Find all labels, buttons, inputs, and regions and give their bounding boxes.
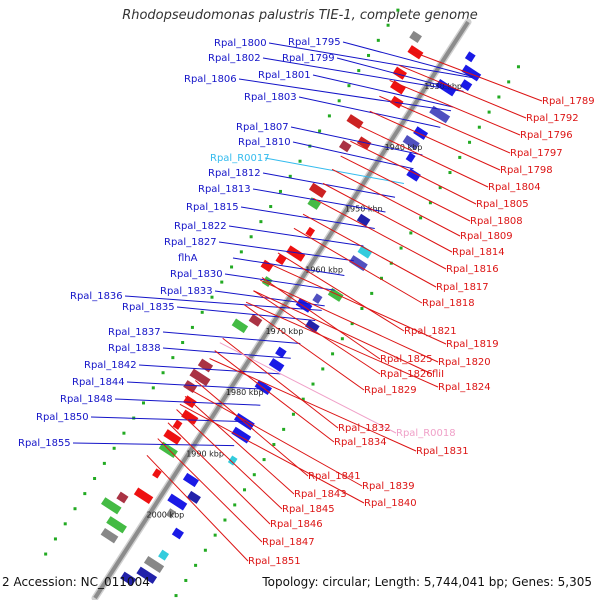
gene-label-left[interactable]: Rpal_1837 [108,327,161,338]
kbp-tick-label: 1990 kbp [186,449,224,458]
gene-label-left[interactable]: flhA [178,253,198,264]
gene-label-left[interactable]: Rpal_1842 [84,360,137,371]
kbp-tick-label: 1960 kbp [305,266,343,275]
gene-label-right[interactable]: Rpal_1839 [362,481,415,492]
gene-label-left[interactable]: Rpal_1850 [36,412,89,423]
gene-label-left[interactable]: Rpal_1795 [288,37,341,48]
gene-label-right[interactable]: Rpal_1851 [248,556,301,567]
gene-label-right[interactable]: Rpal_1814 [452,247,505,258]
gene-label-right[interactable]: Rpal_1825 [380,354,433,365]
kbp-tick-label: 1980 kbp [226,388,264,397]
gene-label-left[interactable]: Rpal_1801 [258,70,311,81]
gene-label-left[interactable]: Rpal_1822 [174,221,227,232]
gene-label-left[interactable]: Rpal_1815 [186,202,239,213]
gene-label-right[interactable]: Rpal_1819 [446,339,499,350]
gene-label-left[interactable]: Rpal_1830 [170,269,223,280]
gene-label-right[interactable]: Rpal_1846 [270,519,323,530]
gene-label-left[interactable]: Rpal_1812 [208,168,261,179]
gene-label-left[interactable]: Rpal_R0017 [210,153,270,164]
genome-title: Rhodopseudomonas palustris TIE-1, comple… [122,8,478,23]
gene-label-right[interactable]: Rpal_1834 [334,437,387,448]
kbp-tick-label: 1950 kbp [345,204,383,213]
gene-label-right[interactable]: Rpal_1821 [404,326,457,337]
gene-label-right[interactable]: Rpal_1832 [338,423,391,434]
gene-label-right[interactable]: Rpal_1798 [500,165,553,176]
gene-label-right[interactable]: Rpal_1840 [364,498,417,509]
gene-label-left[interactable]: Rpal_1802 [208,53,261,64]
gene-label-right[interactable]: Rpal_1797 [510,148,563,159]
label-leaders [72,41,543,562]
gene-label-right[interactable]: Rpal_1789 [542,96,595,107]
gene-label-left[interactable]: Rpal_1800 [214,38,267,49]
gene-label-left[interactable]: Rpal_1835 [122,302,175,313]
gene-label-left[interactable]: Rpal_1810 [238,137,291,148]
gene-label-right[interactable]: Rpal_1817 [436,282,489,293]
kbp-tick-label: 1940 kbp [385,143,423,152]
gene-label-right[interactable]: Rpal_1818 [422,298,475,309]
gene-label-right[interactable]: Rpal_1829 [364,385,417,396]
genome-backbone [91,18,472,600]
gene-label-left[interactable]: Rpal_1799 [282,53,335,64]
gene-label-left[interactable]: Rpal_1827 [164,237,217,248]
gene-label-right[interactable]: Rpal_1809 [460,231,513,242]
gene-label-left[interactable]: Rpal_1855 [18,438,71,449]
gene-label-left[interactable]: Rpal_1844 [72,377,125,388]
gene-label-right[interactable]: Rpal_1831 [416,446,469,457]
gene-label-right[interactable]: Rpal_1792 [526,113,579,124]
gene-label-left[interactable]: Rpal_1807 [236,122,289,133]
gene-label-left[interactable]: Rpal_1836 [70,291,123,302]
gene-label-right[interactable]: Rpal_1804 [488,182,541,193]
gene-label-right[interactable]: Rpal_R0018 [396,428,456,439]
gene-label-left[interactable]: Rpal_1806 [184,74,237,85]
gene-label-left[interactable]: Rpal_1838 [108,343,161,354]
gene-label-right[interactable]: Rpal_1820 [438,357,491,368]
gene-label-right[interactable]: Rpal_1843 [294,489,347,500]
gene-label-right[interactable]: Rpal_1816 [446,264,499,275]
gene-label-left[interactable]: Rpal_1813 [198,184,251,195]
accession-text: 2 Accession: NC_011004 [2,575,150,589]
kbp-tick-label: 2000 kbp [147,511,185,520]
gene-label-right[interactable]: Rpal_1805 [476,199,529,210]
genome-summary: Topology: circular; Length: 5,744,041 bp… [262,575,592,589]
kbp-tick-label: 1970 kbp [266,327,304,336]
gene-label-right[interactable]: Rpal_1847 [262,537,315,548]
gene-label-right[interactable]: fliI [432,369,444,380]
gene-label-left[interactable]: Rpal_1833 [160,286,213,297]
gene-labels: Rpal_1800 Rpal_1795 Rpal_1802 Rpal_1799 Rpal… [18,37,595,567]
gene-label-right[interactable]: Rpal_1808 [470,216,523,227]
gene-label-right[interactable]: Rpal_1841 [308,471,361,482]
gene-label-right[interactable]: Rpal_1796 [520,130,573,141]
gene-label-right[interactable]: Rpal_1845 [282,504,335,515]
gene-label-left[interactable]: Rpal_1803 [244,92,297,103]
gene-label-right[interactable]: Rpal_1826 [380,369,433,380]
gene-label-right[interactable]: Rpal_1824 [438,382,491,393]
gene-label-left[interactable]: Rpal_1848 [60,394,113,405]
